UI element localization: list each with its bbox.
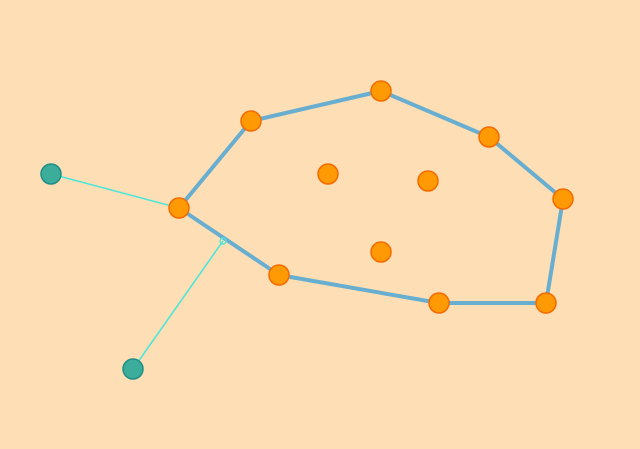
hull-point[interactable] [268, 264, 290, 286]
hull-point[interactable] [168, 197, 190, 219]
tool-line [50, 173, 180, 209]
points-layer [168, 80, 574, 314]
tool-handle[interactable] [40, 163, 62, 185]
hull-outline [177, 89, 565, 305]
tool-handles [40, 163, 144, 380]
hull-point[interactable] [535, 292, 557, 314]
hull-point[interactable] [240, 110, 262, 132]
hull-polygon [177, 89, 565, 305]
tool-handle[interactable] [122, 358, 144, 380]
interior-point[interactable] [370, 241, 392, 263]
hull-point[interactable] [370, 80, 392, 102]
tool-lines [50, 173, 227, 370]
interior-point[interactable] [317, 163, 339, 185]
tool-line-tip [219, 237, 227, 245]
hull-point[interactable] [552, 188, 574, 210]
tool-line [132, 240, 224, 370]
hull-point[interactable] [428, 292, 450, 314]
interior-point[interactable] [417, 170, 439, 192]
hull-point[interactable] [478, 126, 500, 148]
